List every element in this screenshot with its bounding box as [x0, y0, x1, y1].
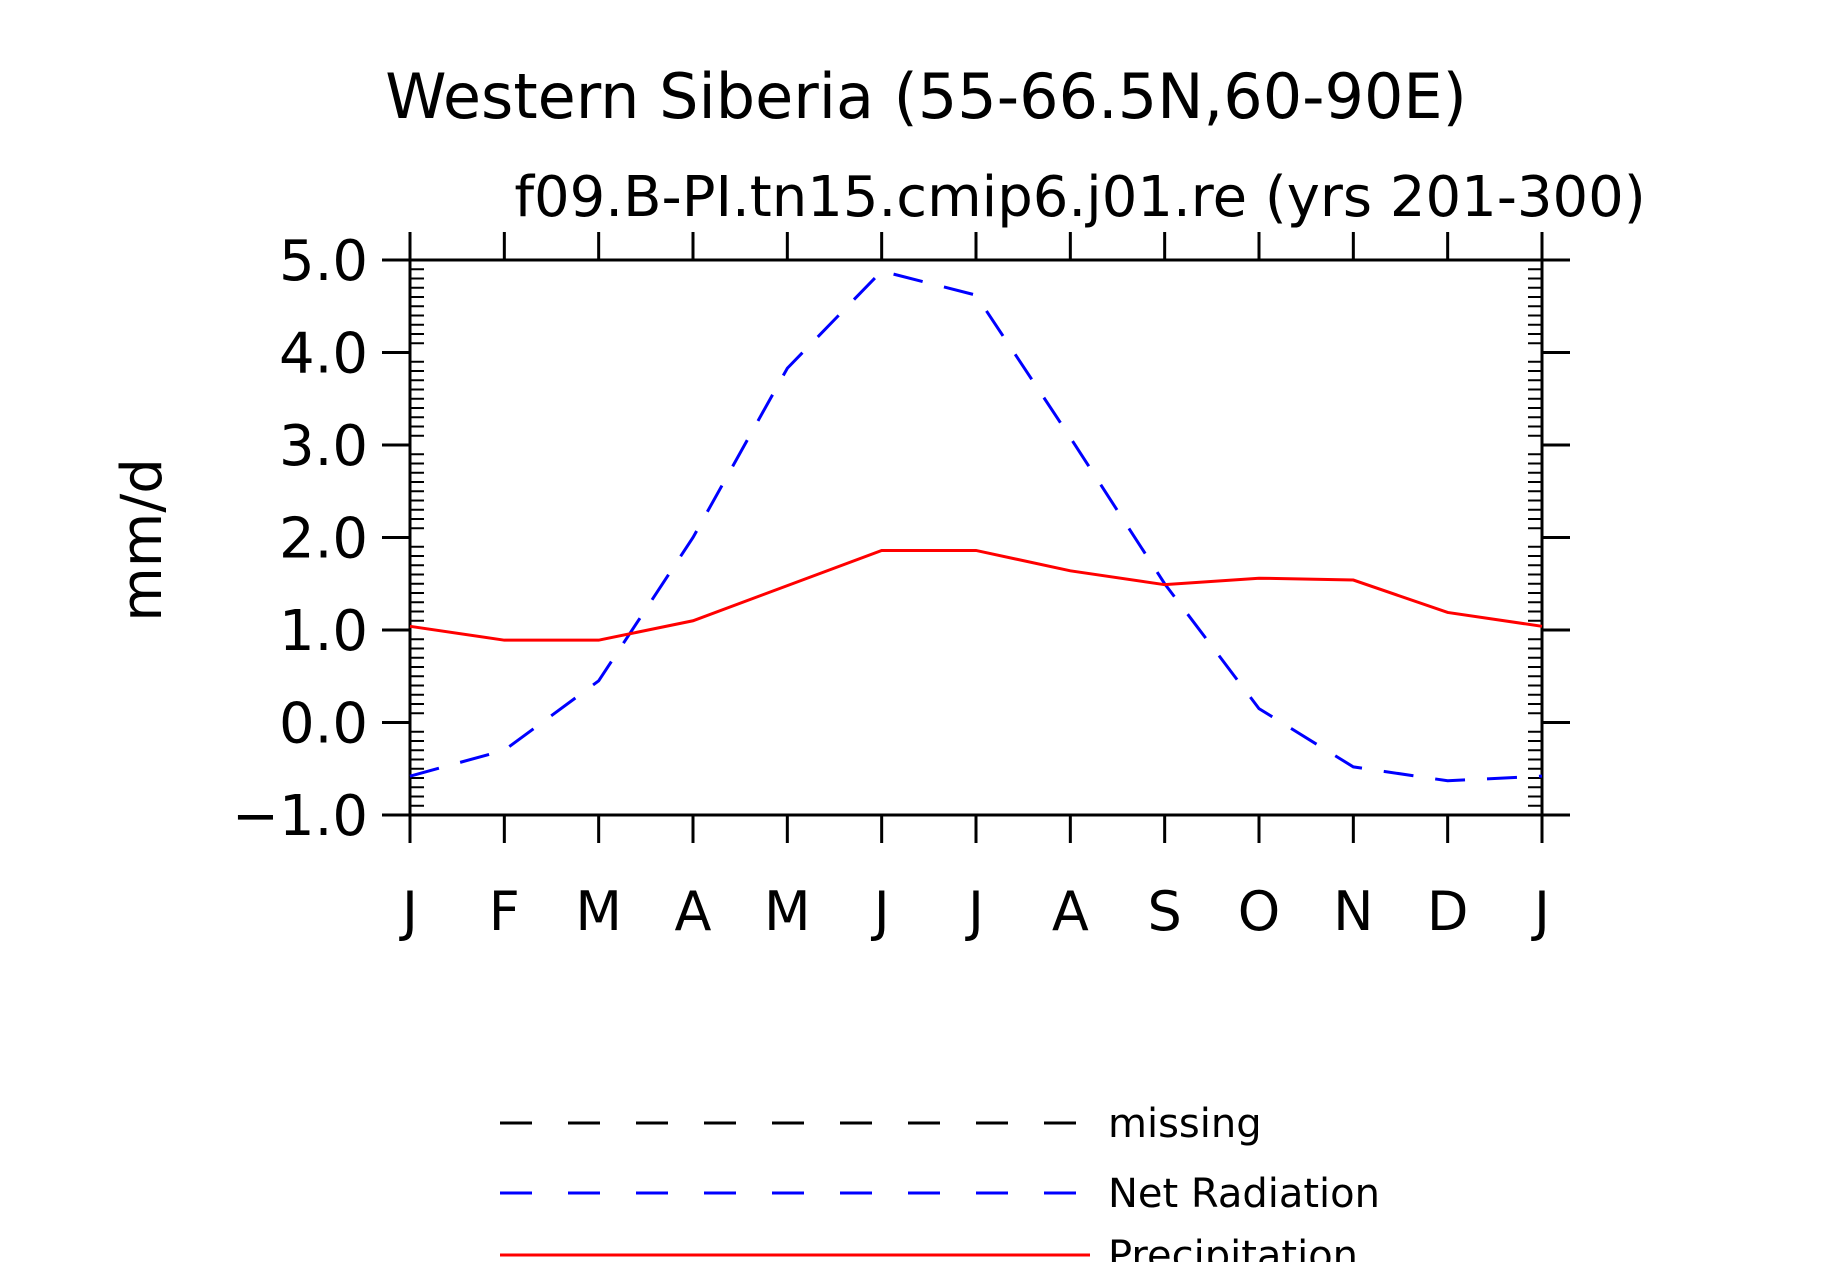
y-tick-label: 4.0: [279, 322, 368, 387]
y-tick-label: 5.0: [279, 229, 368, 294]
x-tick-label: J: [871, 880, 890, 943]
plot-border: [408, 258, 1544, 817]
x-tick-label: S: [1148, 880, 1182, 943]
chart-title: Western Siberia (55-66.5N,60-90E): [385, 60, 1467, 133]
legend-label: Precipitation: [1108, 1233, 1358, 1262]
y-tick-label: 3.0: [279, 414, 368, 479]
x-tick-label: M: [764, 880, 811, 943]
plot-frame: [408, 258, 1544, 817]
x-tick-label: A: [675, 880, 712, 943]
series-layer: [409, 269, 1543, 783]
series-line-net-radiation: [409, 269, 1543, 783]
y-tick-label: 2.0: [279, 507, 368, 572]
legend-label: Net Radiation: [1108, 1171, 1380, 1217]
y-tick-label: 0.0: [279, 692, 368, 757]
x-tick-label: A: [1052, 880, 1089, 943]
x-tick-label: J: [399, 880, 418, 943]
x-tick-label: J: [1531, 880, 1550, 943]
x-tick-label: N: [1333, 880, 1373, 943]
series-line-precipitation: [409, 548, 1543, 642]
legend: missing Net Radiation Precipitation: [500, 1101, 1380, 1262]
legend-label: missing: [1108, 1101, 1262, 1147]
y-axis-ticks: −1.0 0.0 1.0 2.0 3.0 4.0 5.0: [232, 229, 1570, 849]
chart-subtitle: f09.B-PI.tn15.cmip6.j01.re (yrs 201-300): [514, 165, 1645, 230]
x-tick-label: D: [1427, 880, 1469, 943]
x-tick-label: O: [1238, 880, 1281, 943]
y-tick-label: −1.0: [232, 784, 368, 849]
x-tick-label: J: [965, 880, 984, 943]
x-tick-label: M: [575, 880, 622, 943]
x-tick-label: F: [489, 880, 520, 943]
y-tick-label: 1.0: [279, 599, 368, 664]
y-axis-label: mm/d: [110, 458, 175, 622]
